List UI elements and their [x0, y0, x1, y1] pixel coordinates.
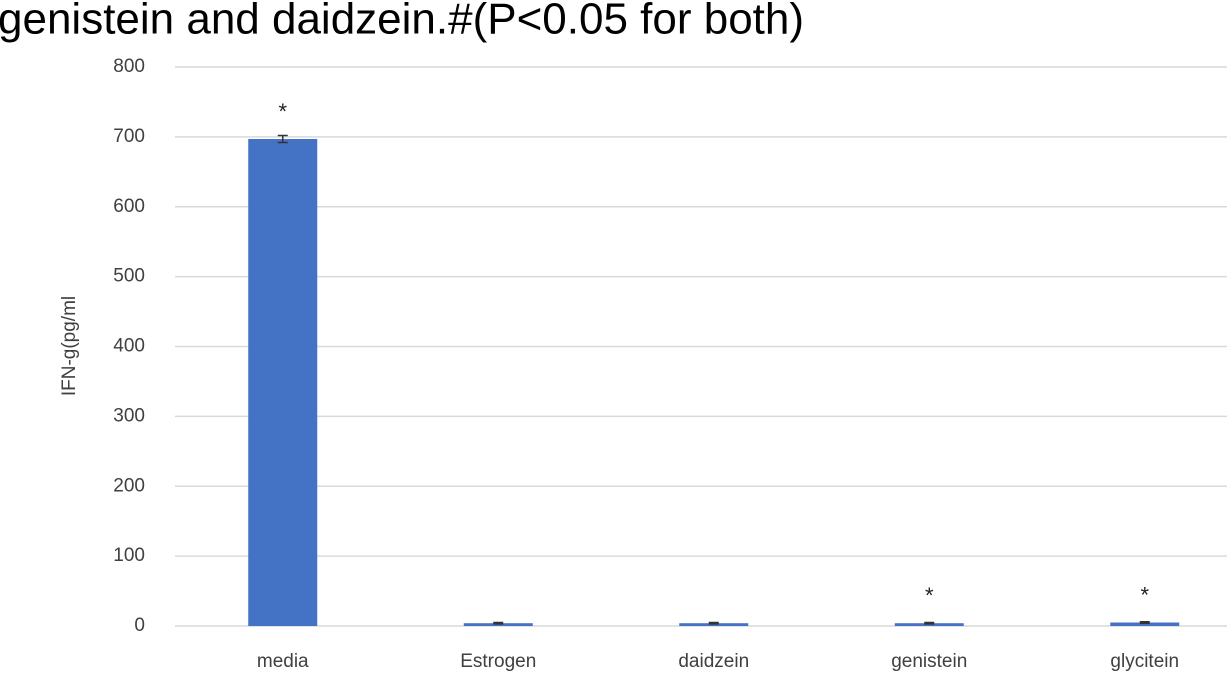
- error-bar: [708, 621, 719, 625]
- significance-mark: *: [278, 99, 287, 124]
- error-bar: [277, 134, 288, 144]
- y-tick-label: 200: [113, 475, 145, 496]
- bar: [1110, 622, 1180, 626]
- y-tick-label: 0: [134, 615, 145, 636]
- y-axis-label: IFN-g(pg/ml: [59, 296, 80, 396]
- error-bar: [1139, 621, 1150, 624]
- y-tick-label: 700: [113, 126, 145, 147]
- significance-mark: *: [1140, 582, 1149, 607]
- x-tick-label: daidzein: [678, 651, 749, 672]
- y-tick-label: 100: [113, 545, 145, 566]
- bar: [248, 138, 318, 626]
- y-tick-label: 600: [113, 196, 145, 217]
- x-tick-label: genistein: [891, 651, 967, 672]
- x-tick-label: Estrogen: [460, 651, 536, 672]
- error-bar: [493, 621, 504, 625]
- y-tick-label: 500: [113, 266, 145, 287]
- x-tick-label: glycitein: [1110, 651, 1179, 672]
- y-tick-label: 400: [113, 336, 145, 357]
- x-tick-label: media: [257, 651, 309, 672]
- y-tick-label: 800: [113, 56, 145, 77]
- significance-mark: *: [925, 583, 934, 608]
- y-tick-label: 300: [113, 405, 145, 426]
- error-bar: [924, 621, 935, 625]
- chart-title: genistein and daidzein.#(P<0.05 for both…: [0, 0, 804, 44]
